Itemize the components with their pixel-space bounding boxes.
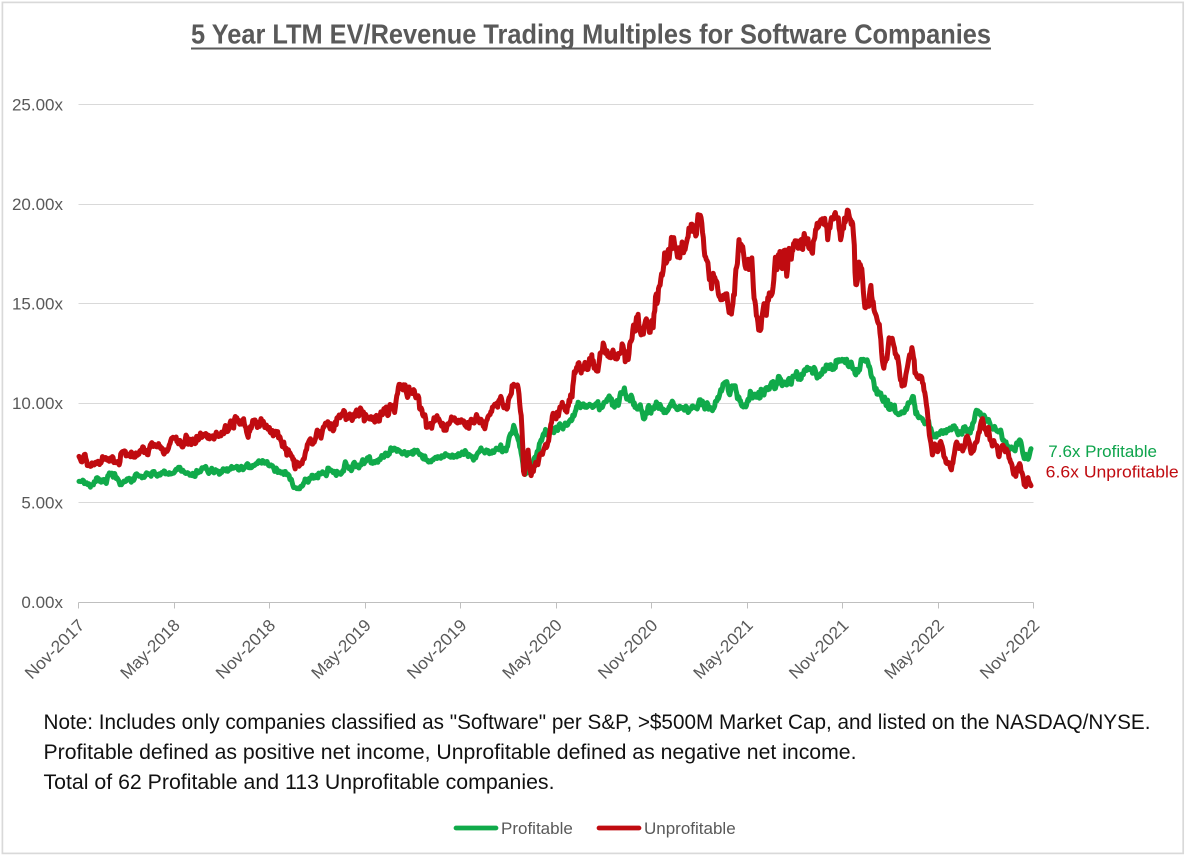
svg-text:7.6x Profitable: 7.6x Profitable: [1048, 442, 1157, 461]
svg-text:10.00x: 10.00x: [12, 394, 64, 413]
svg-text:15.00x: 15.00x: [12, 295, 64, 314]
svg-text:0.00x: 0.00x: [21, 593, 63, 612]
svg-text:5.00x: 5.00x: [21, 494, 63, 513]
svg-text:Total of 62 Profitable and 113: Total of 62 Profitable and 113 Unprofita…: [44, 771, 555, 794]
svg-text:20.00x: 20.00x: [12, 195, 64, 214]
svg-text:5 Year LTM EV/Revenue Trading: 5 Year LTM EV/Revenue Trading Multiples …: [191, 19, 991, 50]
svg-text:Profitable defined as positive: Profitable defined as positive net incom…: [44, 741, 857, 764]
svg-text:Profitable: Profitable: [501, 819, 573, 838]
svg-text:25.00x: 25.00x: [12, 96, 64, 115]
svg-text:6.6x Unprofitable: 6.6x Unprofitable: [1046, 463, 1179, 482]
svg-text:Note: Includes only companies: Note: Includes only companies classified…: [44, 711, 1151, 734]
svg-text:Unprofitable: Unprofitable: [644, 819, 736, 838]
